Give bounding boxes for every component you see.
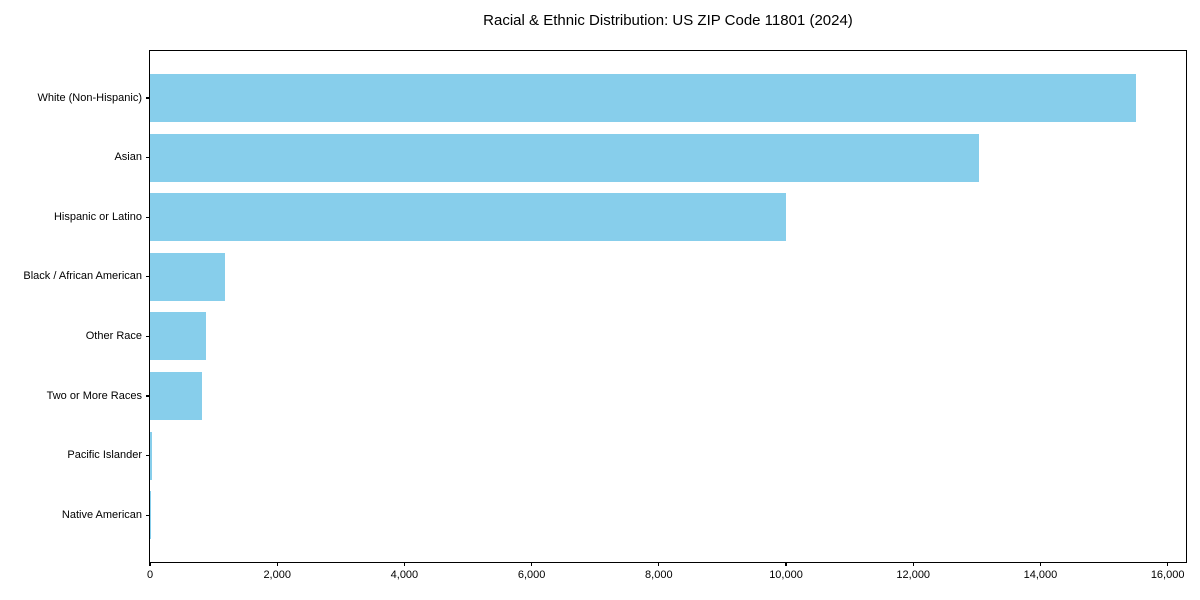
y-axis-tick-white-non-hispanic bbox=[146, 97, 150, 99]
x-axis-ticklabel-12000: 12,000 bbox=[896, 569, 931, 581]
x-axis-ticklabel-4000: 4,000 bbox=[390, 569, 419, 581]
plot-area: White (Non-Hispanic) Asian Hispanic or Lat… bbox=[23, 50, 1187, 581]
y-axis-label-asian: Asian bbox=[114, 151, 142, 164]
bar-hispanic-or-latino bbox=[150, 193, 787, 242]
x-axis-tick-4000 bbox=[403, 562, 405, 566]
y-axis-label-white-non-hispanic: White (Non-Hispanic) bbox=[37, 91, 142, 104]
bar-black-african-american bbox=[150, 252, 226, 301]
y-axis-tick-native-american bbox=[146, 514, 150, 516]
y-axis-tick-hispanic-or-latino bbox=[146, 216, 150, 218]
x-axis-ticklabel-2000: 2,000 bbox=[263, 569, 291, 581]
x-axis-tick-2000 bbox=[276, 562, 278, 566]
x-axis-ticklabel-0: 0 bbox=[146, 569, 154, 581]
y-axis-tick-pacific-islander bbox=[146, 455, 150, 457]
x-axis-tick-0 bbox=[149, 562, 151, 566]
y-axis-tick-asian bbox=[146, 157, 150, 159]
y-axis-label-hispanic-or-latino: Hispanic or Latino bbox=[53, 210, 142, 223]
bar-other-race bbox=[150, 312, 206, 361]
bar-two-or-more-races bbox=[150, 372, 203, 420]
y-axis-tick-black-african-american bbox=[146, 276, 150, 278]
x-axis-ticklabel-14000: 14,000 bbox=[1023, 569, 1058, 581]
bar-native-american bbox=[150, 491, 151, 540]
x-axis-ticklabel-6000: 6,000 bbox=[517, 569, 546, 581]
x-axis-tick-10000 bbox=[785, 562, 787, 566]
y-axis-label-two-or-more-races: Two or More Races bbox=[46, 389, 142, 402]
x-axis-tick-16000 bbox=[1167, 562, 1169, 566]
x-axis-ticklabel-16000: 16,000 bbox=[1150, 569, 1185, 581]
x-axis-ticklabel-10000: 10,000 bbox=[769, 569, 803, 581]
x-axis-tick-6000 bbox=[531, 562, 533, 566]
bar-asian bbox=[150, 133, 979, 182]
chart-title: Racial & Ethnic Distribution: US ZIP Cod… bbox=[483, 12, 853, 29]
y-axis-tick-two-or-more-races bbox=[146, 395, 150, 397]
bar-pacific-islander bbox=[150, 431, 152, 480]
y-axis-label-black-african-american: Black / African American bbox=[23, 270, 142, 283]
y-axis-label-pacific-islander: Pacific Islander bbox=[67, 449, 142, 462]
x-axis-tick-8000 bbox=[658, 562, 660, 566]
bar-white-non-hispanic bbox=[150, 74, 1136, 122]
y-axis-label-other-race: Other Race bbox=[85, 329, 142, 342]
x-axis-tick-12000 bbox=[912, 562, 914, 566]
x-axis-ticklabel-8000: 8,000 bbox=[645, 569, 673, 581]
x-axis-tick-14000 bbox=[1039, 562, 1042, 566]
y-axis-label-native-american: Native American bbox=[61, 508, 142, 521]
y-axis-tick-other-race bbox=[146, 335, 150, 337]
